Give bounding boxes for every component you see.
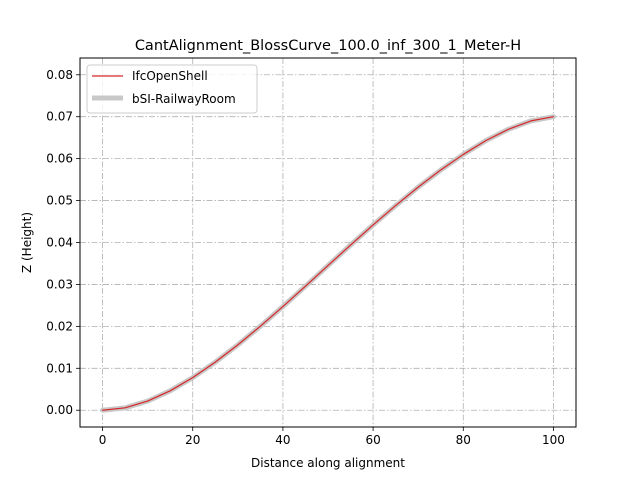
- x-tick-label: 0: [99, 433, 107, 447]
- legend: IfcOpenShell bSI-RailwayRoom: [86, 64, 258, 114]
- y-tick-label: 0.02: [46, 319, 73, 333]
- legend-box: [86, 64, 258, 114]
- chart-title: CantAlignment_BlossCurve_100.0_inf_300_1…: [135, 38, 521, 54]
- series-line-ifcopenshell: [101, 116, 555, 411]
- y-tick-label: 0.04: [46, 236, 73, 250]
- x-tick-label: 40: [275, 433, 290, 447]
- y-tick-label: 0.03: [46, 277, 73, 291]
- series-group: [100, 114, 556, 413]
- y-axis-label: Z (Height): [20, 212, 34, 273]
- x-tick-label: 80: [456, 433, 471, 447]
- x-tick-label: 20: [185, 433, 200, 447]
- y-tick-label: 0.00: [46, 403, 73, 417]
- y-tick-label: 0.01: [46, 361, 73, 375]
- y-tick-label: 0.05: [46, 194, 73, 208]
- y-tick-label: 0.07: [46, 110, 73, 124]
- x-tick-label: 60: [365, 433, 380, 447]
- series-line-bsi-railwayroom: [100, 114, 556, 413]
- x-tick-label: 100: [542, 433, 565, 447]
- legend-label-bsi-railwayroom: bSI-RailwayRoom: [132, 92, 236, 106]
- y-tick-label: 0.06: [46, 152, 73, 166]
- y-tick-label: 0.08: [46, 68, 73, 82]
- ticks: 0 20 40 60 80 100 0.00 0.01 0.02 0.03 0.04 0.05 0.06…: [46, 68, 565, 447]
- x-axis-label: Distance along alignment: [251, 456, 405, 470]
- legend-label-ifcopenshell: IfcOpenShell: [132, 69, 208, 83]
